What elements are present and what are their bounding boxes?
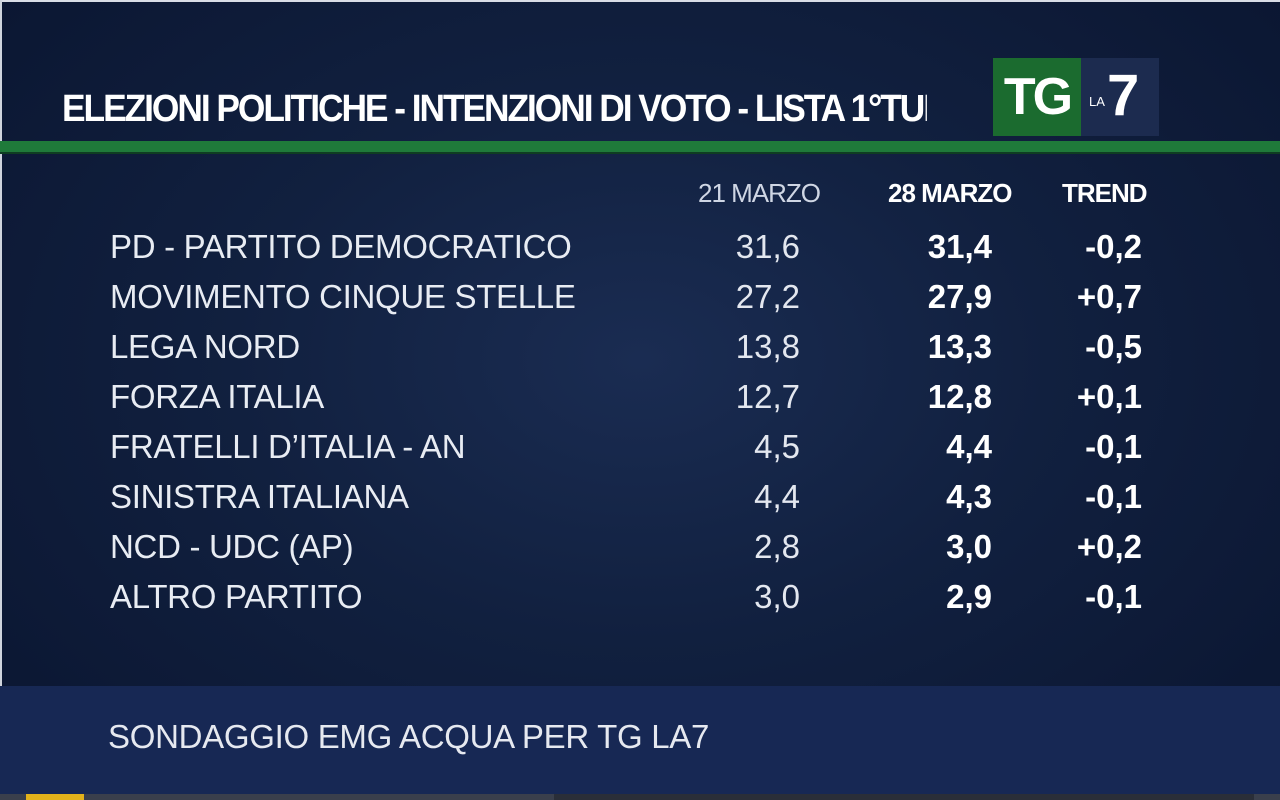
table-row: PD - PARTITO DEMOCRATICO 31,6 31,4 -0,2 [0,222,1280,272]
bottom-strip-dark [554,794,1254,800]
value-21-marzo: 2,8 [754,528,800,565]
party-name: FORZA ITALIA [110,378,324,415]
trend-value: -0,1 [1085,578,1142,615]
table-row: NCD - UDC (AP) 2,8 3,0 +0,2 [0,522,1280,572]
value-28-marzo: 4,3 [946,478,992,515]
logo-seven: 7 [1107,63,1140,128]
tg-la7-logo: TG LA 7 [993,58,1159,136]
value-21-marzo: 13,8 [735,328,800,365]
column-header-28-marzo: 28 MARZO [888,178,1012,208]
table-row: LEGA NORD 13,8 13,3 -0,5 [0,322,1280,372]
bottom-strip-yellow [26,794,84,800]
value-28-marzo: 12,8 [927,378,992,415]
logo-tg: TG [993,58,1081,136]
trend-value: -0,5 [1085,328,1142,365]
value-21-marzo: 4,4 [754,478,800,515]
table-row: MOVIMENTO CINQUE STELLE 27,2 27,9 +0,7 [0,272,1280,322]
trend-value: +0,7 [1076,278,1142,315]
footer-bar [0,686,1280,794]
party-name: SINISTRA ITALIANA [110,478,409,515]
value-21-marzo: 3,0 [754,578,800,615]
party-name: NCD - UDC (AP) [110,528,354,565]
value-21-marzo: 27,2 [735,278,800,315]
table-row: SINISTRA ITALIANA 4,4 4,3 -0,1 [0,472,1280,522]
logo-la7: LA 7 [1081,58,1159,136]
trend-value: +0,2 [1076,528,1142,565]
value-21-marzo: 12,7 [735,378,800,415]
value-28-marzo: 27,9 [927,278,992,315]
column-header-trend: TREND [1062,178,1148,208]
value-28-marzo: 31,4 [927,228,992,265]
green-divider [0,141,1280,152]
poll-source: SONDAGGIO EMG ACQUA PER TG LA7 [108,718,710,755]
column-header-21-marzo: 21 MARZO [698,178,821,208]
value-21-marzo: 4,5 [754,428,800,465]
party-name: FRATELLI D’ITALIA - AN [110,428,466,465]
party-name: LEGA NORD [110,328,300,365]
value-28-marzo: 13,3 [927,328,992,365]
value-28-marzo: 3,0 [946,528,992,565]
value-28-marzo: 4,4 [946,428,992,465]
trend-value: +0,1 [1076,378,1142,415]
party-name: PD - PARTITO DEMOCRATICO [110,228,572,265]
value-21-marzo: 31,6 [735,228,800,265]
green-divider-shadow [0,152,1280,154]
table-row: FRATELLI D’ITALIA - AN 4,5 4,4 -0,1 [0,422,1280,472]
left-border [0,0,2,800]
party-name: ALTRO PARTITO [110,578,363,615]
top-border [0,0,1280,2]
logo-la: LA [1089,94,1105,109]
trend-value: -0,1 [1085,428,1142,465]
party-name: MOVIMENTO CINQUE STELLE [110,278,576,315]
page-title: ELEZIONI POLITICHE - INTENZIONI DI VOTO … [62,88,927,130]
value-28-marzo: 2,9 [946,578,992,615]
trend-value: -0,1 [1085,478,1142,515]
table-row: FORZA ITALIA 12,7 12,8 +0,1 [0,372,1280,422]
trend-value: -0,2 [1085,228,1142,265]
table-row: ALTRO PARTITO 3,0 2,9 -0,1 [0,572,1280,622]
